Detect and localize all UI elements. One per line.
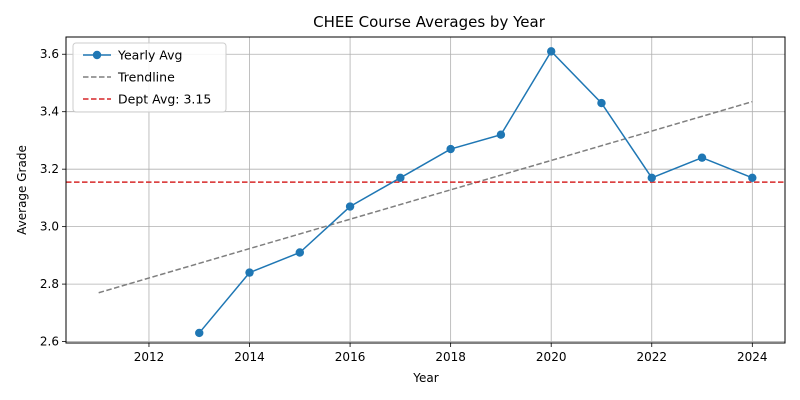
legend-label: Yearly Avg — [117, 48, 182, 63]
y-tick-label: 3.6 — [40, 47, 59, 61]
yearly-avg-point — [647, 173, 656, 182]
y-tick-label: 3.4 — [40, 105, 59, 119]
yearly-avg-point — [496, 130, 506, 139]
y-axis-label: Average Grade — [15, 145, 29, 235]
yearly-avg-point — [396, 173, 405, 182]
plot-area — [65, 36, 786, 344]
series-layer — [66, 47, 785, 338]
yearly-avg-point — [546, 47, 556, 56]
yearly-avg-point — [345, 202, 355, 211]
x-tick-label: 2014 — [234, 350, 265, 364]
yearly-avg-point — [597, 98, 606, 108]
trendline — [98, 100, 753, 294]
x-tick-label: 2018 — [435, 350, 466, 364]
x-tick-label: 2020 — [536, 350, 567, 364]
chart-title: CHEE Course Averages by Year — [313, 13, 546, 31]
x-axis-label: Year — [412, 371, 438, 385]
legend-box — [72, 42, 227, 113]
ticks: 2012 2014 2016 2018 2020 2022 2024 2.6 2.8 3.0 3.2… — [40, 47, 768, 364]
yearly-avg-line — [198, 50, 753, 334]
legend-marker — [92, 50, 102, 60]
y-tick-label: 2.8 — [40, 277, 59, 291]
x-tick-label: 2024 — [737, 350, 768, 364]
x-tick-label: 2016 — [335, 350, 366, 364]
x-tick-label: 2022 — [636, 350, 667, 364]
yearly-avg-point — [295, 248, 305, 257]
y-tick-label: 2.6 — [40, 335, 59, 349]
legend-label: Dept Avg: 3.15 — [118, 92, 211, 107]
x-tick-label: 2012 — [134, 350, 165, 364]
yearly-avg-point — [748, 173, 757, 182]
y-tick-label: 3.2 — [40, 162, 59, 176]
grid — [66, 37, 785, 343]
y-tick-label: 3.0 — [40, 220, 59, 234]
legend-label: Trendline — [117, 70, 175, 85]
legend: Yearly Avg Trendline Dept Avg: 3.15 — [72, 42, 227, 113]
yearly-avg-point — [446, 144, 455, 154]
yearly-avg-point — [195, 328, 204, 338]
yearly-avg-point — [245, 268, 254, 277]
yearly-avg-point — [697, 153, 707, 162]
